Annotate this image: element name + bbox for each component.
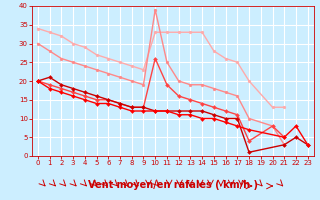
X-axis label: Vent moyen/en rafales ( km/h ): Vent moyen/en rafales ( km/h )	[88, 180, 258, 190]
